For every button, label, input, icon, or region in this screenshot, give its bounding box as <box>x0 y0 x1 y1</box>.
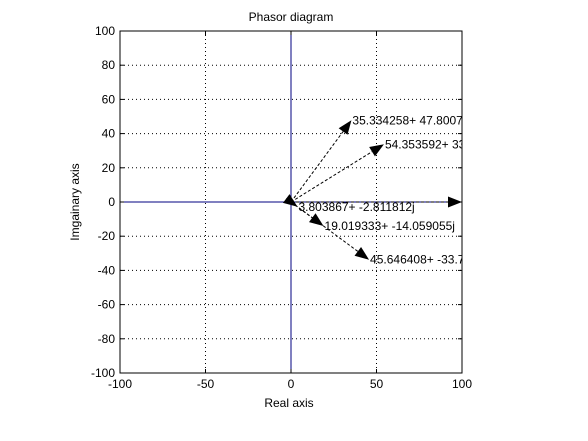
x-tick-label: 100 <box>452 377 472 391</box>
y-tick-label: 20 <box>102 161 116 175</box>
phasor <box>290 144 384 203</box>
tick-marks <box>119 30 463 374</box>
x-tick-label: -100 <box>108 377 132 391</box>
y-tick-label: -40 <box>98 263 116 277</box>
phasor <box>282 194 298 207</box>
phasor <box>291 196 462 208</box>
phasor-label: 45.646408+ -33.741744j <box>370 253 500 267</box>
phasor-arrowhead <box>354 246 370 260</box>
phasor-label: 35.334258+ 47.800799j <box>352 113 478 127</box>
phasor-arrows <box>282 120 462 260</box>
phasor <box>290 120 352 203</box>
phasor-arrowhead <box>338 120 352 135</box>
phasor-arrowhead <box>282 194 298 207</box>
phasor-label: 3.803867+ -2.811812j <box>299 200 415 214</box>
y-tick-label: -60 <box>98 298 116 312</box>
phasor-arrowhead <box>369 144 384 157</box>
y-tick-label: 40 <box>102 127 116 141</box>
x-axis-label: Real axis <box>264 396 313 410</box>
chart-title: Phasor diagram <box>249 10 334 24</box>
phasor-arrowhead <box>448 196 462 208</box>
phasor-shaft <box>290 201 359 252</box>
x-tick-label: 0 <box>288 377 295 391</box>
x-tick-label: -50 <box>197 377 215 391</box>
y-axis-label: Imgainary axis <box>68 163 82 240</box>
y-tick-label: -100 <box>91 366 115 380</box>
y-tick-label: 0 <box>108 195 115 209</box>
y-tick-label: 100 <box>95 24 115 38</box>
y-tick-labels: -100 -80 -60 -40 -20 0 20 40 60 80 100 <box>91 24 115 380</box>
y-tick-label: 60 <box>102 92 116 106</box>
phasor-label: 19.019333+ -14.059055j <box>325 219 455 233</box>
x-tick-label: 50 <box>370 377 384 391</box>
phasor-label: 54.353592+ 33.741744j <box>385 137 511 151</box>
y-tick-label: -80 <box>98 332 116 346</box>
x-tick-labels: -100 -50 0 50 100 <box>108 377 472 391</box>
y-tick-label: -20 <box>98 229 116 243</box>
y-tick-label: 80 <box>102 58 116 72</box>
phasor-labels: 100.000000+ 0.000000j54.353592+ 33.74174… <box>299 113 511 267</box>
phasor-shaft <box>290 151 373 203</box>
phasor <box>290 201 370 260</box>
